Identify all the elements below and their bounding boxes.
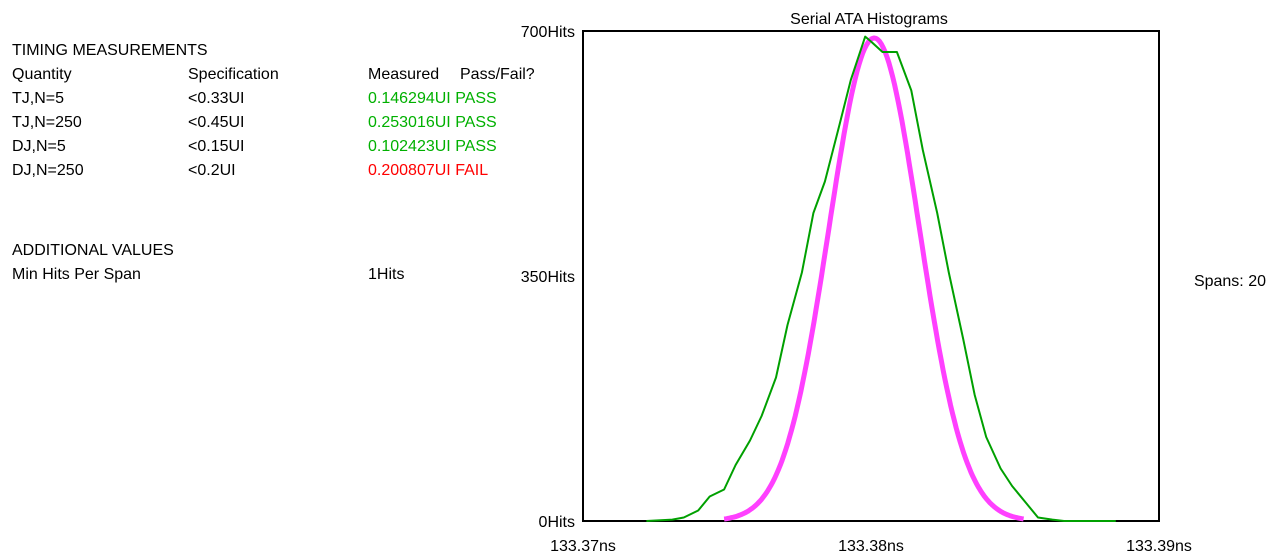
y-tick-label: 350Hits [521,269,575,286]
min-hits-value: 1Hits [368,266,405,283]
row-quantity: TJ,N=5 [12,90,65,107]
y-tick-label: 0Hits [539,514,575,531]
row-specification: <0.2UI [188,162,236,179]
x-tick-label: 133.37ns [550,538,616,555]
plot-frame [582,30,1160,522]
row-measured: 0.253016UI PASS [368,114,497,131]
row-quantity: DJ,N=250 [12,162,84,179]
histogram-line [646,35,1116,522]
row-specification: <0.15UI [188,138,245,155]
y-tick-label: 700Hits [521,24,575,41]
row-measured: 0.102423UI PASS [368,138,497,155]
series-layer [646,35,1116,522]
row-specification: <0.45UI [188,114,245,131]
pass-badge: PASS [455,90,497,107]
measured-header: Measured [368,66,440,83]
fit-curve [723,35,1025,522]
specification-header: Specification [188,66,279,83]
quantity-header: Quantity [12,66,72,83]
spans-label: Spans: 20 [1194,273,1266,290]
timing-title: TIMING MEASUREMENTS [12,42,208,59]
additional-title: ADDITIONAL VALUES [12,242,174,259]
x-tick-label: 133.39ns [1126,538,1192,555]
row-quantity: DJ,N=5 [12,138,66,155]
x-tick-label: 133.38ns [838,538,904,555]
x-axis-ticks: 133.37ns 133.38ns 133.39ns [550,538,1192,555]
row-specification: <0.33UI [188,90,245,107]
pass-fail-header: Pass/Fail? [460,66,535,83]
y-axis-ticks: 0Hits 350Hits 700Hits [521,24,575,531]
row-measured: 0.200807UI FAIL [368,162,489,179]
fail-badge: FAIL [455,162,489,179]
chart-title: Serial ATA Histograms [790,11,948,28]
min-hits-label: Min Hits Per Span [12,266,141,283]
pass-badge: PASS [455,138,497,155]
row-measured: 0.146294UI PASS [368,90,497,107]
row-quantity: TJ,N=250 [12,114,82,131]
pass-badge: PASS [455,114,497,131]
